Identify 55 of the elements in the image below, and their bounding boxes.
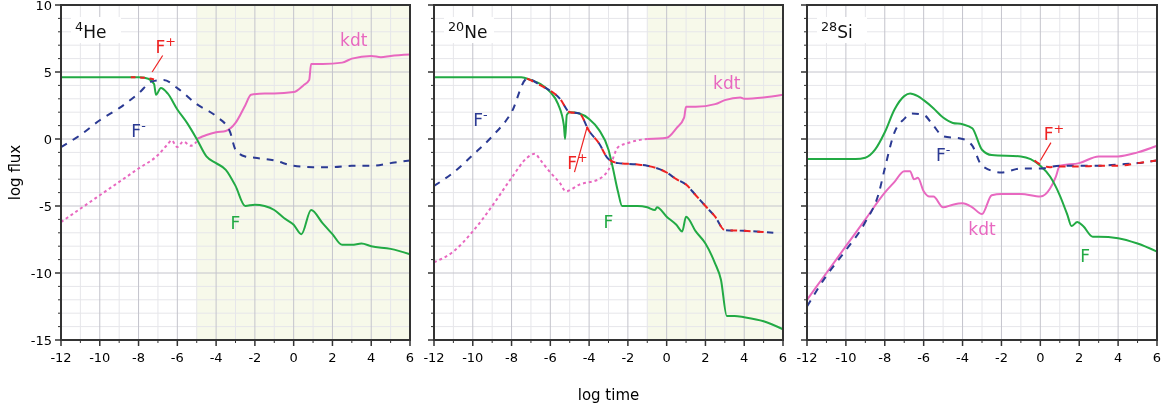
- x-tick-label: 0: [289, 350, 298, 365]
- x-tick-label: 4: [740, 350, 749, 365]
- x-tick-label: 0: [662, 350, 671, 365]
- line-series: [60, 76, 411, 256]
- x-tick-label: -10: [835, 350, 857, 365]
- text: $^{4}$He: [75, 18, 107, 42]
- x-tick-label: -8: [505, 350, 519, 365]
- x-tick-label: -6: [917, 350, 931, 365]
- series-label: F$^{+}$: [155, 33, 176, 57]
- x-tick-label: 4: [367, 350, 376, 365]
- x-tick-label: 6: [405, 350, 415, 365]
- series-label: F$^{-}$: [473, 106, 488, 131]
- x-tick-label: 6: [778, 350, 788, 365]
- series-label: F: [230, 213, 241, 234]
- series-label: F$^{+}$: [1043, 120, 1065, 144]
- y-tick-label: -10: [30, 266, 52, 281]
- series-label: kdt: [340, 29, 368, 50]
- x-tick-label: -10: [89, 350, 111, 365]
- x-tick-label: 6: [1152, 350, 1162, 365]
- x-tick-label: 0: [1036, 350, 1045, 365]
- y-tick-label: 5: [43, 65, 52, 80]
- x-tick-label: -12: [423, 350, 445, 365]
- x-tick-label: -8: [132, 350, 146, 365]
- x-tick-label: 2: [1075, 350, 1084, 365]
- line-series: [60, 79, 411, 169]
- series-label: F$^{-}$: [131, 117, 146, 141]
- x-tick-label: -8: [878, 350, 892, 365]
- x-tick-label: -6: [170, 350, 184, 365]
- x-tick-label: -6: [543, 350, 557, 365]
- y-tick-label: -5: [39, 199, 52, 214]
- x-tick-label: -12: [796, 350, 818, 365]
- x-tick-label: 4: [1113, 350, 1123, 365]
- x-tick-label: -4: [582, 350, 596, 365]
- x-tick-label: -10: [462, 350, 484, 365]
- x-tick-label: -2: [994, 350, 1008, 365]
- text: $^{20}$Ne: [448, 18, 488, 42]
- x-tick-label: -4: [956, 350, 970, 365]
- text: $^{28}$Si: [821, 18, 853, 42]
- y-tick-label: 0: [43, 132, 52, 147]
- x-tick-label: -12: [50, 350, 72, 365]
- x-tick-label: 2: [328, 350, 337, 365]
- x-tick-label: 2: [701, 350, 710, 365]
- x-tick-label: -2: [248, 350, 262, 365]
- series-label: kdt: [713, 72, 741, 93]
- y-tick-label: -15: [30, 333, 52, 348]
- x-tick-label: -2: [621, 350, 635, 365]
- series-label: kdt: [968, 218, 996, 239]
- x-tick-label: -4: [209, 350, 223, 365]
- series-label: F$^{+}$: [567, 149, 588, 174]
- y-tick-label: 10: [35, 0, 52, 13]
- series-label: F$^{-}$: [935, 141, 951, 166]
- x-axis-title: log time: [577, 386, 640, 404]
- series-label: F: [603, 212, 614, 233]
- y-axis-title: log flux: [6, 144, 24, 201]
- series-label: F: [1080, 245, 1090, 266]
